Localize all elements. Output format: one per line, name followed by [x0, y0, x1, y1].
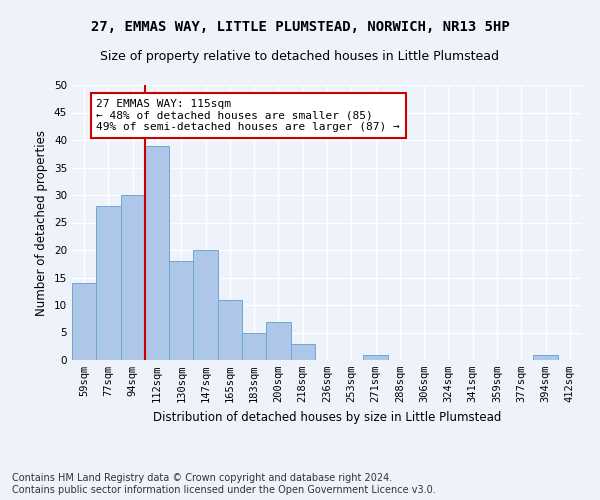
Text: 27 EMMAS WAY: 115sqm
← 48% of detached houses are smaller (85)
49% of semi-detac: 27 EMMAS WAY: 115sqm ← 48% of detached h…	[96, 99, 400, 132]
Bar	[193, 250, 218, 360]
X-axis label: Distribution of detached houses by size in Little Plumstead: Distribution of detached houses by size …	[153, 410, 501, 424]
Bar	[290, 344, 315, 360]
Bar	[121, 195, 145, 360]
Bar	[96, 206, 121, 360]
Bar	[145, 146, 169, 360]
Bar	[364, 354, 388, 360]
Bar	[169, 261, 193, 360]
Y-axis label: Number of detached properties: Number of detached properties	[35, 130, 49, 316]
Text: Size of property relative to detached houses in Little Plumstead: Size of property relative to detached ho…	[101, 50, 499, 63]
Bar	[266, 322, 290, 360]
Text: 27, EMMAS WAY, LITTLE PLUMSTEAD, NORWICH, NR13 5HP: 27, EMMAS WAY, LITTLE PLUMSTEAD, NORWICH…	[91, 20, 509, 34]
Bar	[533, 354, 558, 360]
Text: Contains HM Land Registry data © Crown copyright and database right 2024.
Contai: Contains HM Land Registry data © Crown c…	[12, 474, 436, 495]
Bar	[72, 283, 96, 360]
Bar	[242, 332, 266, 360]
Bar	[218, 300, 242, 360]
